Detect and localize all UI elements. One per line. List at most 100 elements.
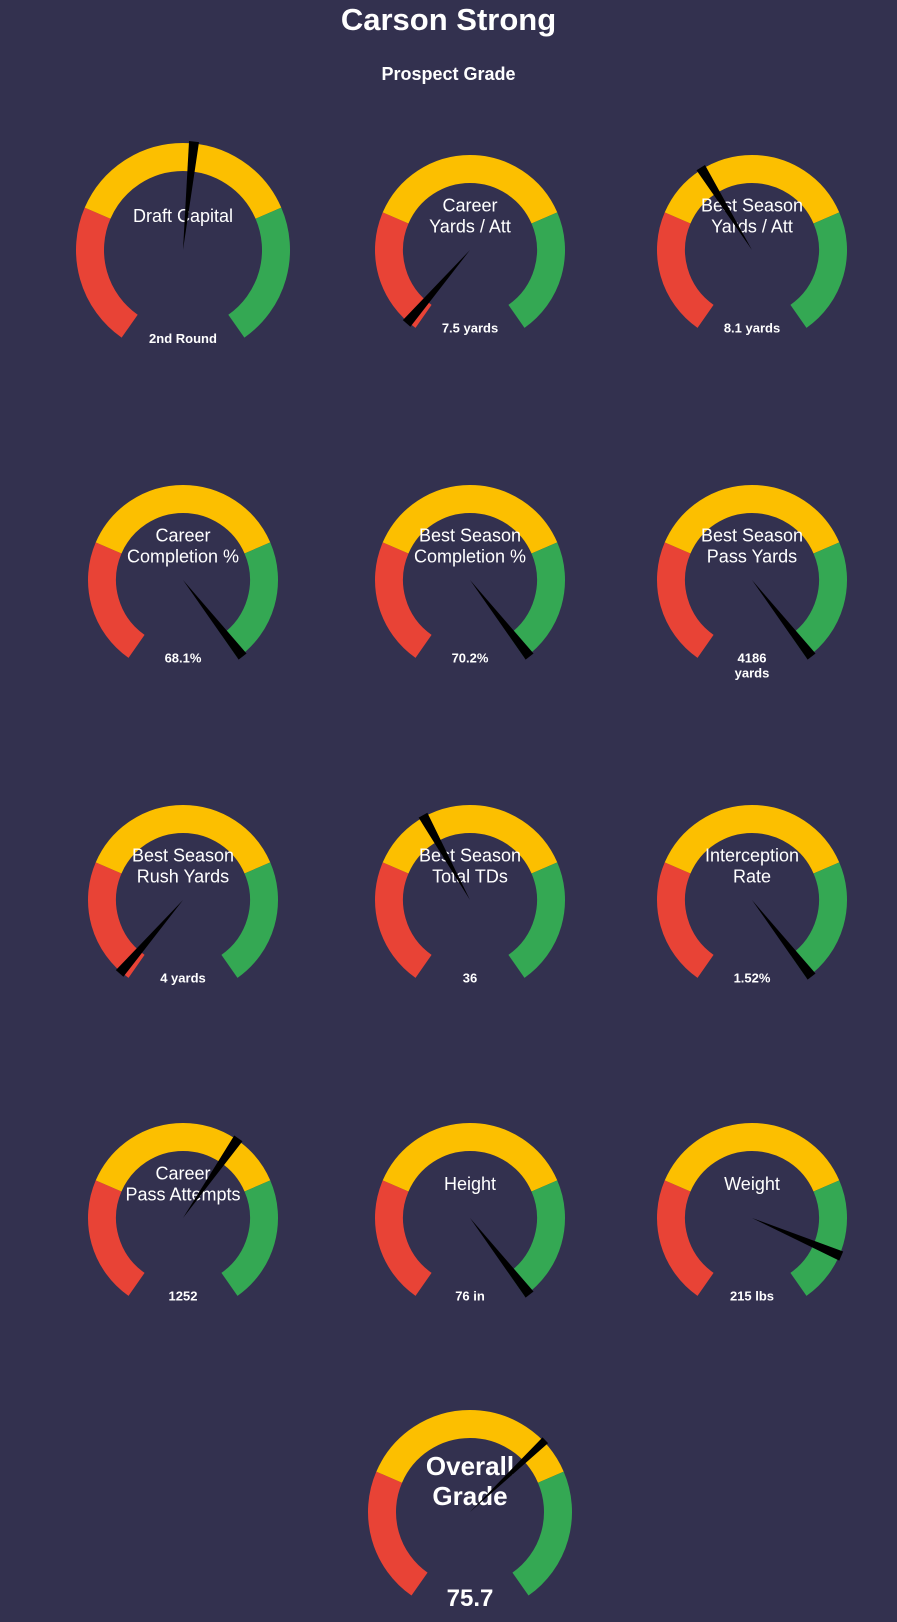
gauge-band-green [512, 1471, 572, 1596]
gauge-needle [752, 900, 816, 980]
gauge-band-yellow [664, 155, 840, 224]
gauge-weight: Weight 215 lbs [657, 1123, 847, 1304]
gauge-needle [470, 580, 534, 660]
gauge-label: Career [155, 1164, 210, 1184]
gauge-label: Career [442, 196, 497, 216]
gauge-label: Rate [733, 867, 771, 887]
gauge-value: 215 lbs [730, 1289, 774, 1304]
gauge-label: Best Season [132, 846, 234, 866]
gauge-label: Draft Capital [133, 206, 233, 226]
gauge-needle [183, 141, 199, 250]
gauge-band-red [88, 1180, 146, 1296]
gauge-value: 7.5 yards [442, 321, 498, 336]
gauge-label: Total TDs [432, 867, 508, 887]
gauge-needle [402, 250, 470, 327]
gauge-label: Weight [724, 1174, 780, 1194]
gauge-needle [752, 1218, 844, 1261]
gauge-band-yellow [95, 485, 271, 554]
gauge-band-yellow [382, 1123, 558, 1192]
gauge-height: Height 76 in [375, 1123, 565, 1304]
gauge-band-yellow [664, 805, 840, 874]
gauge-needle [183, 580, 247, 660]
gauge-label: Completion % [127, 547, 239, 567]
gauge-band-green [507, 212, 565, 328]
gauge-needle [696, 165, 752, 250]
gauge-label: Pass Attempts [125, 1185, 240, 1205]
gauge-label: Grade [432, 1481, 507, 1511]
gauge-label: Rush Yards [137, 867, 229, 887]
gauge-band-yellow [664, 485, 840, 554]
gauge-band-red [88, 542, 146, 658]
page-title: Carson Strong [340, 2, 557, 37]
gauge-band-yellow [84, 143, 282, 220]
gauge-value: yards [735, 666, 770, 681]
gauge-needle [470, 1437, 549, 1512]
gauge-value: 4 yards [160, 971, 206, 986]
gauge-band-red [368, 1471, 428, 1596]
gauge-needle [418, 812, 470, 900]
gauge-label: Completion % [414, 547, 526, 567]
gauge-value: 4186 [738, 651, 767, 666]
gauge-value: 1252 [169, 1289, 198, 1304]
gauge-value: 2nd Round [149, 331, 217, 346]
gauge-draft-capital: Draft Capital 2nd Round [76, 141, 290, 346]
gauge-band-green [789, 212, 847, 328]
gauge-label: Best Season [701, 526, 803, 546]
gauge-label: Height [444, 1174, 496, 1194]
gauge-band-yellow [664, 1123, 840, 1192]
gauge-needle [752, 580, 816, 660]
gauge-band-red [88, 862, 146, 978]
gauge-band-yellow [95, 1123, 271, 1192]
gauge-label: Best Season [419, 846, 521, 866]
gauge-value: 68.1% [165, 651, 202, 666]
gauge-label: Yards / Att [711, 217, 793, 237]
gauge-label: Pass Yards [707, 547, 797, 567]
gauge-band-green [789, 542, 847, 658]
gauge-band-green [220, 862, 278, 978]
gauge-value: 76 in [455, 1289, 485, 1304]
gauge-needle [115, 900, 183, 977]
gauge-value: 1.52% [734, 971, 771, 986]
gauge-band-yellow [382, 155, 558, 224]
gauge-band-green [789, 862, 847, 978]
gauge-band-red [657, 1180, 715, 1296]
gauge-band-yellow [382, 485, 558, 554]
gauge-band-green [227, 207, 290, 338]
gauge-label: Career [155, 526, 210, 546]
gauge-band-red [76, 207, 139, 338]
gauge-band-green [220, 1180, 278, 1296]
gauge-band-red [375, 542, 433, 658]
gauge-band-red [657, 212, 715, 328]
gauge-band-green [507, 1180, 565, 1296]
gauge-band-red [375, 1180, 433, 1296]
gauge-band-green [789, 1180, 847, 1296]
gauge-band-red [375, 862, 433, 978]
gauge-band-red [375, 212, 433, 328]
gauge-band-yellow [382, 805, 558, 874]
gauge-band-red [657, 542, 715, 658]
gauge-needle [183, 1135, 243, 1218]
gauge-label: Best Season [419, 526, 521, 546]
gauge-band-green [507, 862, 565, 978]
gauge-value: 36 [463, 971, 477, 986]
gauge-value: 70.2% [452, 651, 489, 666]
gauge-needle [470, 1218, 534, 1298]
gauge-value: 8.1 yards [724, 321, 780, 336]
gauge-label: Interception [705, 846, 799, 866]
gauge-band-yellow [95, 805, 271, 874]
page-subtitle: Prospect Grade [381, 64, 516, 84]
gauge-label: Yards / Att [429, 217, 511, 237]
gauge-band-red [657, 862, 715, 978]
gauge-band-green [507, 542, 565, 658]
gauge-label: Overall [426, 1451, 514, 1481]
